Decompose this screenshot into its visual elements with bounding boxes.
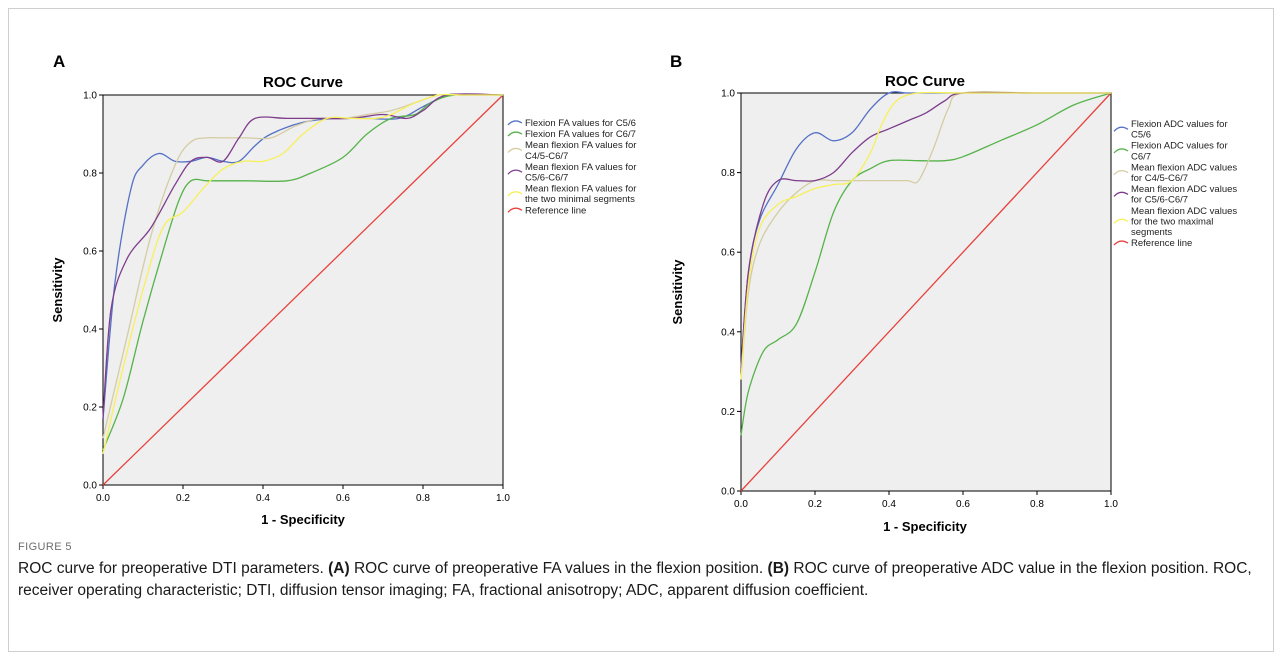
panel-a-legend-swatch-6 bbox=[507, 207, 523, 213]
panel-a-series-line-1 bbox=[102, 93, 503, 419]
panel-a-legend-swatch-4 bbox=[507, 169, 523, 175]
panel-a-legend-label-4: Mean flexion FA values for C5/6-C6/7 bbox=[525, 162, 636, 184]
panel-a-legend-label-6: Reference line bbox=[525, 205, 586, 216]
figure-label: FIGURE 5 bbox=[18, 541, 72, 553]
panel-a-legend-label-5: Mean flexion FA values for the two minima… bbox=[525, 184, 636, 206]
panel-b-legend-label-4: Mean flexion ADC values for C5/6-C6/7 bbox=[1131, 184, 1237, 206]
panel-b-legend-swatch-4 bbox=[1113, 191, 1129, 197]
panel-a-series-line-4 bbox=[102, 93, 504, 419]
panel-a-x-tick-label: 1.0 bbox=[496, 493, 510, 504]
figure-charts: A ROC Curve 1 - Specificity Sensitivity … bbox=[50, 52, 1237, 534]
panel-b-legend-swatch-3 bbox=[1113, 169, 1129, 176]
panel-a-y-tick-label: 0.6 bbox=[83, 247, 97, 258]
caption-a-text: ROC curve of preoperative FA values in t… bbox=[353, 560, 764, 577]
panel-b-series-line-3 bbox=[740, 91, 1111, 380]
panel-b-legend-swatch-2 bbox=[1113, 148, 1129, 154]
panel-b-x-tick-label: 0.4 bbox=[882, 499, 896, 510]
panel-a-y-tick-label: 0.8 bbox=[83, 169, 97, 180]
panel-b-y-tick-label: 0.0 bbox=[721, 487, 735, 498]
panel-a-legend-swatch-2 bbox=[507, 131, 523, 137]
panel-b-y-tick-label: 0.8 bbox=[721, 168, 735, 179]
panel-b-y-axis-label: Sensitivity bbox=[670, 259, 685, 325]
panel-b-series-line-6 bbox=[740, 92, 1112, 492]
panel-b-legend-label-6: Reference line bbox=[1131, 238, 1192, 249]
panel-a-series-line-2 bbox=[102, 93, 504, 451]
panel-b-legend-swatch-6 bbox=[1113, 240, 1129, 246]
caption-b-marker: (B) bbox=[767, 560, 790, 577]
panel-b-y-tick-label: 0.6 bbox=[721, 248, 735, 259]
panel-b-legend-label-2: Flexion ADC values for C6/7 bbox=[1131, 141, 1228, 163]
panel-a-y-tick-label: 0.2 bbox=[83, 403, 97, 414]
panel-b-y-tick-label: 1.0 bbox=[721, 89, 735, 100]
panel-b-x-axis-label: 1 - Specificity bbox=[883, 519, 968, 534]
panel-a-legend-label-1: Flexion FA values for C5/6 bbox=[525, 118, 636, 129]
panel-a-x-tick-label: 0.4 bbox=[256, 493, 270, 504]
panel-b-legend-label-5: Mean flexion ADC values for the two maxim… bbox=[1131, 206, 1237, 238]
panel-a-legend-label-3: Mean flexion FA values for C4/5-C6/7 bbox=[525, 140, 636, 162]
panel-a-legend-swatch-5 bbox=[507, 191, 523, 197]
caption-b-text: ROC curve of preoperative ADC value in t… bbox=[18, 560, 1252, 599]
panel-b-title: ROC Curve bbox=[885, 73, 965, 90]
panel-a-title: ROC Curve bbox=[263, 74, 343, 91]
panel-a-legend-label-2: Flexion FA values for C6/7 bbox=[525, 129, 636, 140]
panel-b-letter: B bbox=[670, 52, 682, 71]
caption-text: ROC curve for preoperative DTI parameter… bbox=[18, 558, 1258, 602]
panel-a-y-tick-label: 1.0 bbox=[83, 91, 97, 102]
panel-b-series-line-4 bbox=[740, 91, 1111, 372]
panel-b-x-tick-label: 0.2 bbox=[808, 499, 822, 510]
panel-a-letter: A bbox=[53, 52, 65, 71]
panel-b-series-line-5 bbox=[740, 91, 1111, 380]
panel-b-series-line-2 bbox=[740, 92, 1112, 436]
panel-a-legend-swatch-1 bbox=[507, 120, 523, 126]
panel-a-series-line-6 bbox=[102, 94, 504, 486]
panel-b-x-tick-label: 1.0 bbox=[1104, 499, 1118, 510]
panel-a-y-tick-label: 0.4 bbox=[83, 325, 97, 336]
panel-a-y-tick-label: 0.0 bbox=[83, 481, 97, 492]
panel-b-legend-label-1: Flexion ADC values for C5/6 bbox=[1131, 119, 1228, 141]
panel-a-x-tick-label: 0.6 bbox=[336, 493, 350, 504]
panel-a-x-tick-label: 0.0 bbox=[96, 493, 110, 504]
panel-a-x-tick-label: 0.2 bbox=[176, 493, 190, 504]
caption-intro: ROC curve for preoperative DTI parameter… bbox=[18, 560, 324, 577]
panel-b-legend-swatch-5 bbox=[1113, 218, 1129, 224]
panel-b-x-tick-label: 0.0 bbox=[734, 499, 748, 510]
panel-b-y-tick-label: 0.2 bbox=[721, 407, 735, 418]
figure-caption: FIGURE 5 ROC curve for preoperative DTI … bbox=[18, 541, 1258, 602]
panel-b-legend-label-3: Mean flexion ADC values for C4/5-C6/7 bbox=[1131, 162, 1237, 184]
panel-b-x-tick-label: 0.6 bbox=[956, 499, 970, 510]
panel-a-y-axis-label: Sensitivity bbox=[50, 257, 65, 323]
caption-a-marker: (A) bbox=[328, 560, 350, 577]
panel-b-x-tick-label: 0.8 bbox=[1030, 499, 1044, 510]
panel-a: A ROC Curve 1 - Specificity Sensitivity … bbox=[50, 52, 636, 527]
panel-a-x-axis-label: 1 - Specificity bbox=[261, 512, 346, 527]
panel-a-series-line-5 bbox=[102, 93, 503, 454]
panel-b-legend-swatch-1 bbox=[1113, 126, 1129, 132]
panel-b-y-tick-label: 0.4 bbox=[721, 327, 735, 338]
panel-a-x-tick-label: 0.8 bbox=[416, 493, 430, 504]
panel-a-legend-swatch-3 bbox=[507, 147, 523, 153]
panel-b: B ROC Curve 1 - Specificity Sensitivity … bbox=[670, 52, 1237, 534]
